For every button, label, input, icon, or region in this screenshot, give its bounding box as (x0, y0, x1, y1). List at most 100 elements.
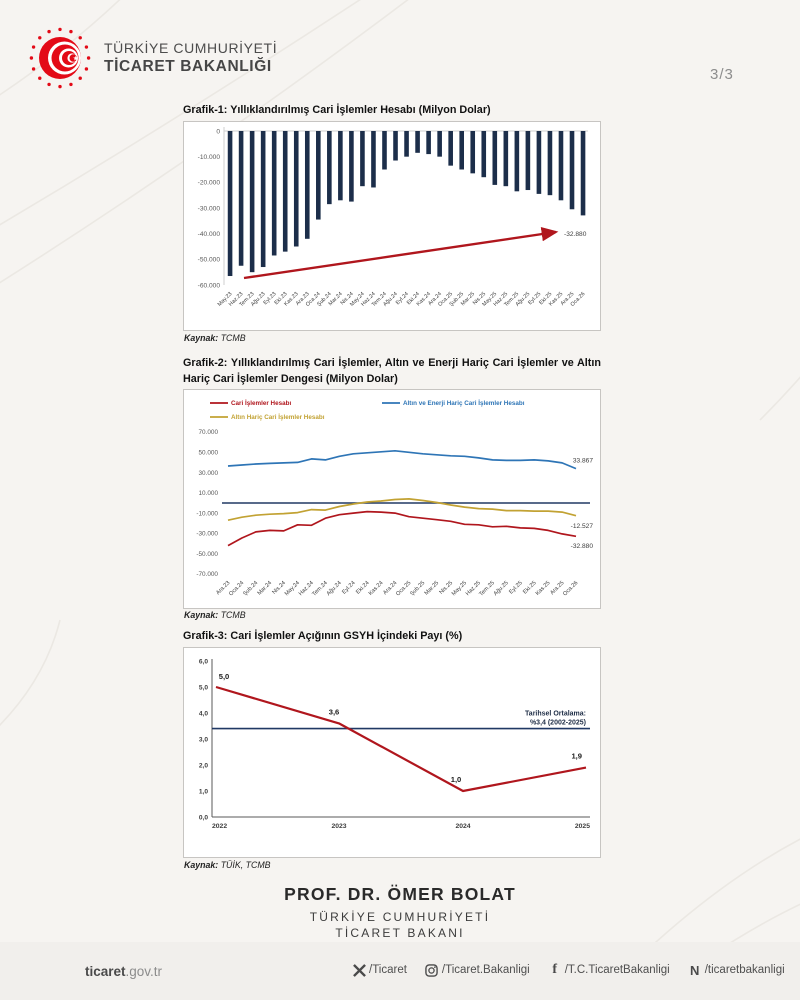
ministry-name: TÜRKİYE CUMHURİYETİ TİCARET BAKANLIĞI (104, 40, 277, 77)
trend-arrow (243, 226, 559, 280)
bar (293, 131, 299, 247)
source-label: Kaynak: (184, 333, 219, 343)
bar (437, 131, 442, 157)
ministry-name-line2: TİCARET BAKANLIĞI (104, 58, 272, 76)
logo-star-icon (38, 76, 42, 80)
x-tick-label: Mar.24 (257, 580, 274, 597)
social-nsosyal: N /ticaretbakanligi (688, 963, 785, 978)
ministry-logo (29, 27, 91, 89)
social-handle: /ticaretbakanligi (704, 964, 785, 976)
source-value: TCMB (220, 333, 246, 343)
grafik1-source: Kaynak: TCMB (184, 333, 246, 343)
point-label: 1,9 (571, 752, 582, 761)
facebook-icon: f (552, 962, 558, 977)
bar (371, 131, 376, 188)
bar (327, 131, 332, 205)
grafik2-title: Grafik-2: Yıllıklandırılmış Cari İşlemle… (183, 357, 601, 386)
y-tick-label: -10.000 (196, 510, 218, 517)
social-instagram: /Ticaret.Bakanligi (425, 963, 530, 977)
bar (338, 131, 343, 201)
bar (404, 131, 409, 157)
x-tick-label: 2025 (575, 823, 590, 830)
x-tick-label: Eyl.24 (341, 580, 356, 595)
legend-label: Altın ve Enerji Hariç Cari İşlemler Hesa… (403, 399, 525, 407)
bottom-bar: ticaret.gov.tr /Ticaret /Ticaret.Bakanli… (0, 942, 800, 1000)
bar (249, 131, 255, 273)
bar (382, 131, 387, 170)
last-value-label: -32.880 (564, 231, 587, 238)
bar (227, 131, 233, 277)
bar (481, 131, 487, 178)
website-rest: .gov.tr (125, 964, 163, 979)
x-icon (352, 963, 366, 977)
x-tick-label: Kas.24 (368, 580, 385, 597)
social-facebook: f /T.C.TicaretBakanligi (548, 962, 669, 977)
series-line (227, 449, 577, 470)
ministry-name-line1: TÜRKİYE CUMHURİYETİ (104, 39, 278, 56)
y-tick-label: 6,0 (199, 658, 208, 665)
bar (415, 131, 420, 153)
logo-star-icon (78, 36, 82, 40)
x-tick-label: Eyl.25 (508, 580, 523, 595)
grafik3-chart: 6,0 5,0 4,0 3,0 2,0 1,0 0,0 Tarihsel Ortalama:%… (199, 658, 590, 830)
y-tick-label: 30.000 (198, 470, 218, 477)
bar (569, 131, 575, 210)
y-tick-label: -60.000 (198, 282, 221, 289)
end-label-gold: -12.527 (571, 523, 594, 530)
y-tick-label: -50.000 (196, 551, 218, 558)
logo-star-icon (69, 82, 73, 87)
x-tick-label: Ağu.24 (326, 580, 343, 597)
logo-star-icon (58, 27, 62, 32)
logo-star-icon (69, 29, 73, 34)
instagram-icon (425, 963, 439, 977)
logo-star-icon (47, 82, 51, 87)
logo-star-icon (84, 45, 89, 49)
source-label: Kaynak: (184, 860, 219, 870)
grafik3-title: Grafik-3: Cari İşlemler Açığının GSYH İç… (183, 630, 463, 642)
logo-star-icon (58, 84, 62, 89)
bar (316, 131, 321, 220)
y-tick-label: 50.000 (198, 449, 218, 456)
bar (514, 131, 520, 192)
bar (238, 131, 244, 266)
y-tick-label: -20.000 (198, 180, 221, 187)
y-tick-label: -30.000 (198, 205, 221, 212)
bar (492, 131, 498, 185)
star-icon (73, 55, 79, 61)
source-label: Kaynak: (184, 610, 219, 620)
grafik3-source: Kaynak: TÜİK, TCMB (184, 860, 271, 870)
bar (271, 131, 277, 256)
x-tick-label: Tem.25 (478, 580, 495, 597)
y-tick-label: -70.000 (196, 571, 218, 578)
y-tick-label: 70.000 (198, 429, 218, 436)
x-tick-label: Şub.25 (409, 580, 426, 597)
bar (349, 131, 354, 202)
source-value: TCMB (220, 610, 246, 620)
x-tick-label: Oca.26 (562, 580, 579, 597)
point-label: 3,6 (329, 707, 340, 716)
social-handle: /Ticaret (369, 964, 407, 976)
bar (525, 131, 531, 191)
x-tick-label: 2022 (212, 823, 227, 830)
grafik2-box: Cari İşlemler Hesabı Altın ve Enerji Hari… (183, 389, 601, 609)
bar (547, 131, 553, 196)
y-tick-label: 3,0 (199, 736, 208, 743)
logo-star-icon (31, 45, 36, 49)
logo-star-icon (47, 29, 51, 34)
minister-title-line1: TÜRKİYE CUMHURİYETİ (309, 910, 491, 924)
logo-star-icon (29, 56, 34, 60)
grafik1-title: Grafik-1: Yıllıklandırılmış Cari İşlemle… (183, 104, 491, 116)
y-tick-label: -10.000 (198, 154, 221, 161)
legend-label: Altın Hariç Cari İşlemler Hesabı (231, 413, 325, 421)
average-label-line1: Tarihsel Ortalama: (525, 711, 586, 718)
bar (282, 131, 288, 252)
end-label-blue: 33.867 (573, 458, 594, 465)
x-tick-label: 2023 (331, 823, 346, 830)
social-handle: /Ticaret.Bakanligi (441, 964, 530, 976)
bar (448, 131, 453, 166)
y-tick-label: 2,0 (199, 762, 208, 769)
header: TÜRKİYE CUMHURİYETİ TİCARET BAKANLIĞI (28, 26, 277, 90)
y-tick-label: 10.000 (198, 490, 218, 497)
x-tick-label: Şub.24 (242, 580, 259, 597)
social-x: /Ticaret (352, 963, 407, 977)
